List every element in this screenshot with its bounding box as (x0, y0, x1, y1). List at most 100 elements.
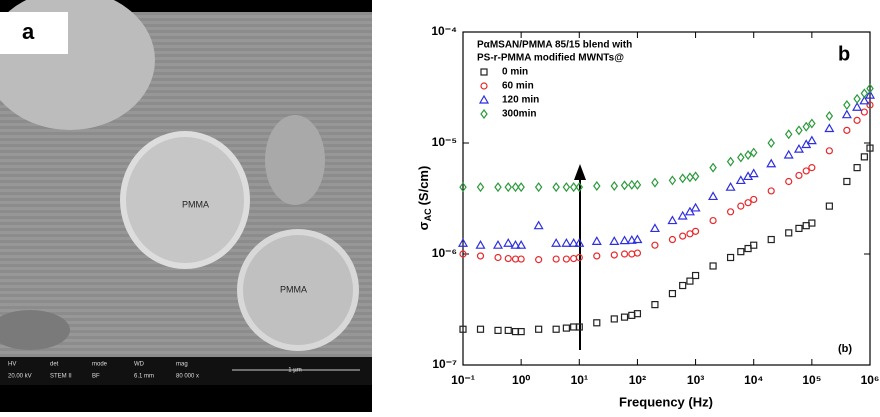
data-point (611, 316, 617, 322)
data-point (680, 233, 686, 239)
data-point (693, 228, 699, 234)
data-point (594, 253, 600, 259)
data-point (768, 237, 774, 243)
data-point (844, 127, 850, 133)
data-point (710, 263, 716, 269)
data-point (552, 239, 560, 246)
x-tick-label: 10¹ (571, 373, 588, 387)
data-point (610, 237, 618, 244)
info-key: mag (176, 362, 188, 368)
data-point (785, 151, 793, 158)
data-point (553, 256, 559, 262)
info-key: det (50, 362, 59, 368)
data-point (651, 224, 659, 231)
data-point (536, 183, 542, 191)
info-value: BF (92, 374, 100, 380)
data-point (680, 174, 686, 182)
data-point (536, 326, 542, 332)
x-axis-label: Frequency (Hz) (619, 394, 713, 409)
legend-title: PS-r-PMMA modified MWNTs@ (477, 53, 624, 64)
x-tick-label: 10⁻¹ (451, 373, 475, 387)
data-point (505, 183, 511, 191)
data-point (844, 101, 850, 109)
data-point (634, 250, 640, 256)
data-point (563, 325, 569, 331)
data-point (611, 252, 617, 258)
data-point (861, 154, 867, 160)
data-point (803, 168, 809, 174)
data-point (680, 283, 686, 289)
y-axis-label: σAC(S/cm) (416, 166, 433, 231)
data-point (478, 183, 484, 191)
data-point (553, 326, 559, 332)
data-point (669, 176, 675, 184)
data-point (594, 182, 600, 190)
data-point (751, 196, 757, 202)
data-point (562, 239, 570, 246)
data-point (786, 130, 792, 138)
legend-label: 60 min (502, 81, 534, 92)
panel-label: a (22, 19, 35, 44)
data-point (553, 183, 559, 191)
legend-marker (480, 96, 488, 103)
data-point (477, 241, 485, 248)
data-point (679, 212, 687, 219)
page: { "image_panel": { "label": "a", "annota… (0, 0, 880, 417)
data-point (808, 137, 816, 144)
data-point (751, 149, 757, 157)
info-key: WD (134, 362, 145, 368)
data-point (622, 314, 628, 320)
data-point (668, 217, 676, 224)
x-tick-label: 10⁵ (802, 373, 821, 387)
data-point (622, 251, 628, 257)
info-key: HV (8, 362, 16, 368)
data-point (809, 165, 815, 171)
data-point (738, 249, 744, 255)
x-tick-label: 10³ (687, 373, 704, 387)
data-point (745, 151, 751, 159)
data-point (517, 241, 525, 248)
data-point (622, 181, 628, 189)
y-tick-label: 10⁻⁵ (432, 135, 457, 149)
y-tick-label: 10⁻⁶ (432, 246, 457, 260)
data-point (826, 112, 832, 120)
data-point (629, 251, 635, 257)
data-point (767, 160, 775, 167)
data-point (505, 256, 511, 262)
data-point (505, 327, 511, 333)
x-tick-label: 10⁴ (744, 373, 763, 387)
data-point (709, 192, 717, 199)
info-value: 20.00 kV (8, 374, 32, 380)
phase-label: PMMA (280, 284, 307, 294)
data-point (693, 172, 699, 180)
data-point (796, 172, 802, 178)
y-label-unit: (S/cm) (416, 166, 431, 206)
data-point (495, 254, 501, 260)
data-point (633, 236, 641, 243)
data-point (796, 126, 802, 134)
data-point (826, 203, 832, 209)
data-point (669, 291, 675, 297)
annotation: (b) (838, 343, 852, 355)
data-point (652, 179, 658, 187)
legend-marker (481, 110, 487, 118)
data-point (495, 327, 501, 333)
data-point (796, 225, 802, 231)
data-point (738, 203, 744, 209)
data-point (563, 183, 569, 191)
scale-bar-label: 1 µm (288, 368, 301, 374)
data-point (803, 123, 809, 131)
data-point (826, 148, 832, 154)
data-point (536, 257, 542, 263)
legend-label: 0 min (502, 67, 528, 78)
data-point (495, 183, 501, 191)
data-point (750, 170, 758, 177)
data-point (745, 200, 751, 206)
data-point (594, 320, 600, 326)
data-point (786, 230, 792, 236)
figure: a PMMA PMMA 1 µm HV20.00 kVdetSTEM IImod… (0, 0, 880, 412)
data-point (494, 241, 502, 248)
data-point (571, 256, 577, 262)
info-key: mode (92, 362, 108, 368)
data-point (768, 139, 774, 147)
